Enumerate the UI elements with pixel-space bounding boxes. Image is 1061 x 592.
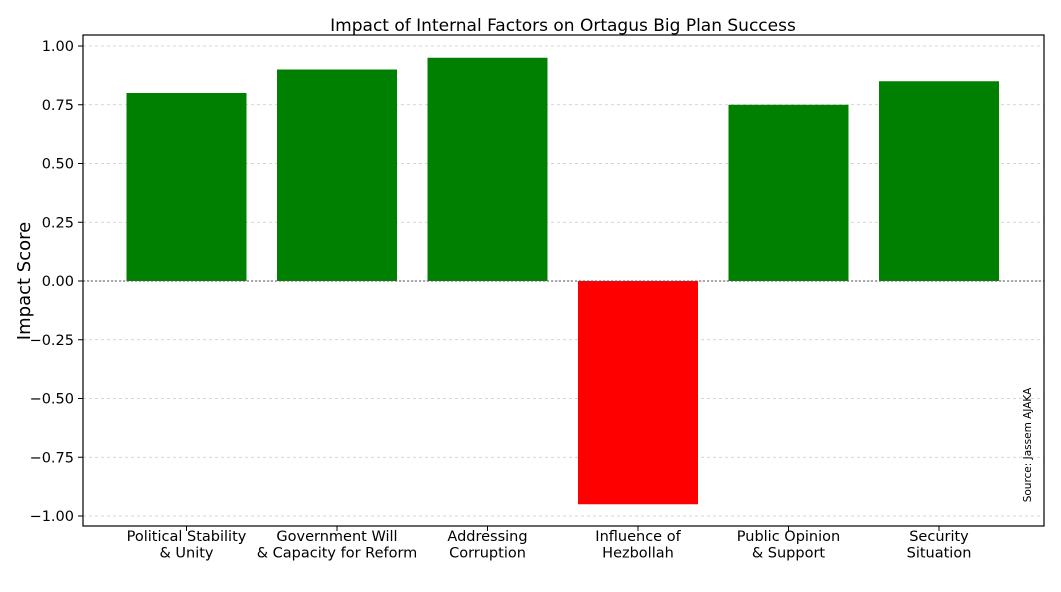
y-tick-label: 0.75	[42, 98, 74, 114]
source-note: Source: Jassem AJAKA	[1022, 387, 1034, 502]
y-axis-ticks: 1.00 0.75 0.50 0.25 0.00 −0.25 −0.50 −0.75 −1.00	[30, 39, 83, 525]
y-tick-label: 0.25	[42, 215, 74, 231]
x-tick-label: Political Stability & Unity	[127, 529, 247, 562]
x-tick-label: Government Will & Capacity for Reform	[257, 529, 418, 562]
bars	[126, 57, 999, 505]
y-tick-label: −1.00	[30, 509, 74, 525]
bar	[277, 69, 397, 281]
x-tick-label: Addressing Corruption	[447, 529, 527, 562]
y-tick-label: −0.50	[30, 392, 74, 408]
y-tick-label: −0.25	[30, 333, 74, 349]
bar	[879, 81, 999, 281]
y-tick-label: 0.50	[42, 157, 74, 173]
y-tick-label: −0.75	[30, 450, 74, 466]
y-tick-label: 0.00	[42, 274, 74, 290]
y-tick-label: 1.00	[42, 39, 74, 55]
chart-title: Impact of Internal Factors on Ortagus Bi…	[330, 16, 796, 36]
x-tick-label: Influence of Hezbollah	[595, 529, 681, 562]
x-tick-label: Public Opinion & Support	[737, 529, 840, 562]
bar	[427, 57, 548, 281]
bar	[578, 281, 698, 505]
x-tick-label: Security Situation	[907, 529, 972, 562]
bar	[126, 93, 247, 281]
y-axis-label: Impact Score	[14, 222, 35, 340]
x-axis-ticks: Political Stability & Unity Government Wil…	[127, 526, 972, 562]
bar	[728, 104, 849, 281]
